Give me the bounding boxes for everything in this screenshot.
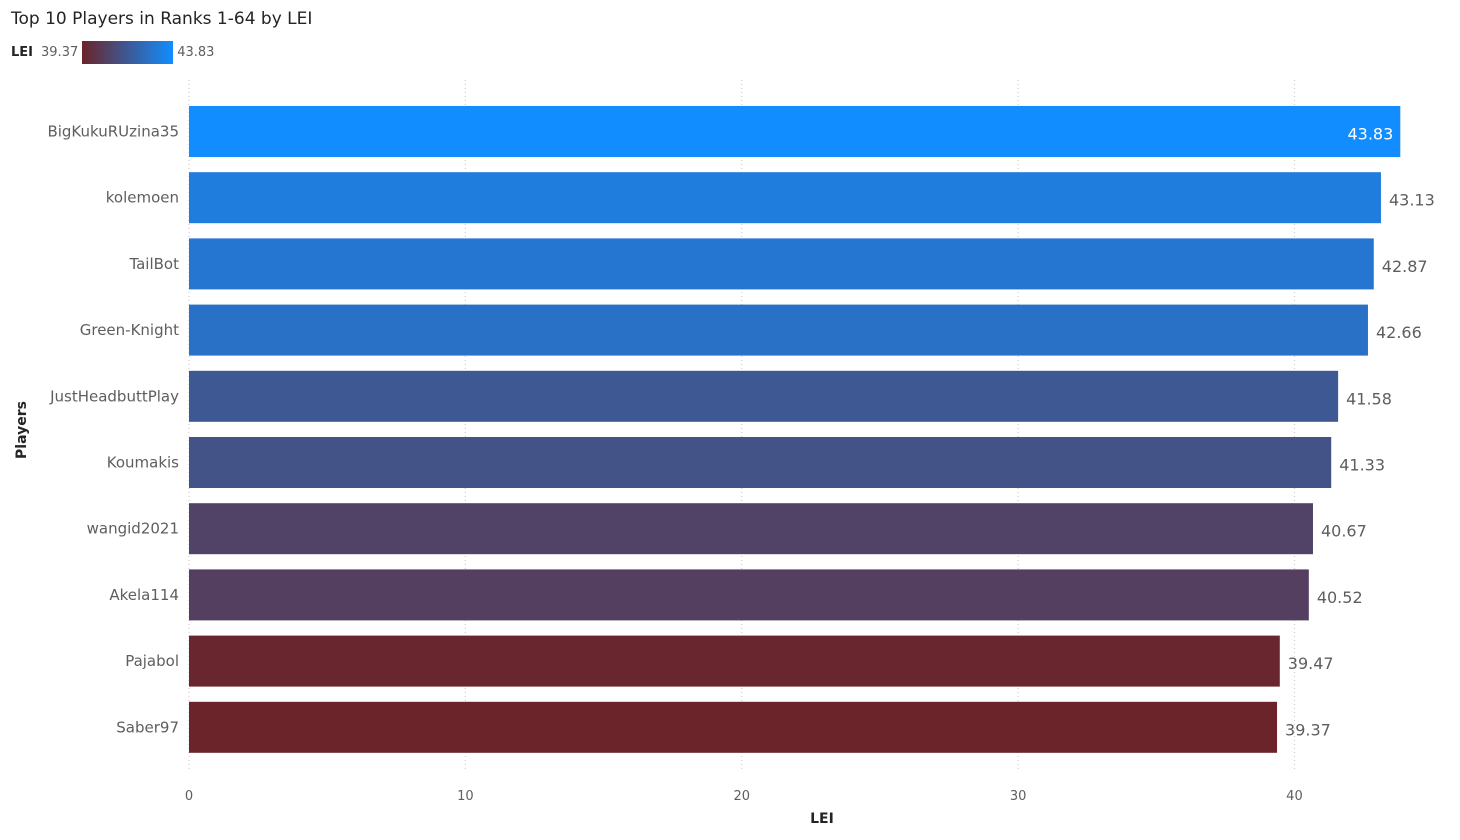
- x-axis-title: LEI: [810, 811, 834, 827]
- bar[interactable]: [189, 106, 1401, 157]
- y-category-label: wangid2021: [87, 520, 179, 538]
- data-label: 43.83: [1347, 125, 1393, 144]
- bar[interactable]: [189, 304, 1368, 356]
- y-category-label: JustHeadbuttPlay: [49, 387, 179, 405]
- data-label: 39.47: [1288, 654, 1334, 673]
- x-axis-ticks: 0 10 20 30 40: [185, 789, 1303, 804]
- bars: BigKukuRUzina35 43.83 kolemoen 43.13 TailBot…: [47, 106, 1435, 753]
- bar[interactable]: [189, 437, 1332, 488]
- color-legend: LEI 39.37 43.83: [11, 40, 214, 64]
- y-category-label: kolemoen: [106, 189, 179, 207]
- data-label: 40.67: [1321, 522, 1367, 541]
- bar[interactable]: [189, 569, 1309, 621]
- data-label: 40.52: [1317, 588, 1363, 607]
- bar[interactable]: [189, 370, 1339, 422]
- bar[interactable]: [189, 635, 1280, 687]
- data-label: 42.87: [1382, 257, 1428, 276]
- legend-min-label: 39.37: [41, 44, 79, 60]
- y-category-label: TailBot: [128, 255, 179, 273]
- x-tick-label: 0: [185, 789, 193, 804]
- y-category-label: Saber97: [116, 718, 179, 736]
- y-axis-title: Players: [14, 401, 30, 459]
- legend-gradient: [82, 40, 174, 64]
- data-label: 42.66: [1376, 323, 1422, 342]
- chart-title: Top 10 Players in Ranks 1-64 by LEI: [11, 9, 313, 29]
- bar[interactable]: [189, 238, 1374, 290]
- data-label: 43.13: [1389, 191, 1435, 210]
- x-tick-label: 20: [733, 789, 750, 804]
- data-label: 41.58: [1346, 389, 1392, 408]
- x-tick-label: 30: [1010, 789, 1027, 804]
- data-label: 41.33: [1339, 456, 1385, 475]
- bar[interactable]: [189, 701, 1278, 753]
- legend-title: LEI: [11, 44, 34, 60]
- bar[interactable]: [189, 503, 1313, 555]
- bar[interactable]: [189, 172, 1381, 224]
- y-category-label: Akela114: [109, 586, 179, 604]
- data-label: 39.37: [1285, 720, 1331, 739]
- x-tick-label: 10: [457, 789, 474, 804]
- gridlines: [188, 80, 1295, 770]
- legend-max-label: 43.83: [177, 44, 215, 60]
- y-category-label: Green-Knight: [80, 321, 179, 339]
- y-category-label: BigKukuRUzina35: [47, 123, 179, 141]
- y-category-label: Pajabol: [125, 652, 179, 670]
- x-tick-label: 40: [1286, 789, 1303, 804]
- y-category-label: Koumakis: [107, 454, 179, 472]
